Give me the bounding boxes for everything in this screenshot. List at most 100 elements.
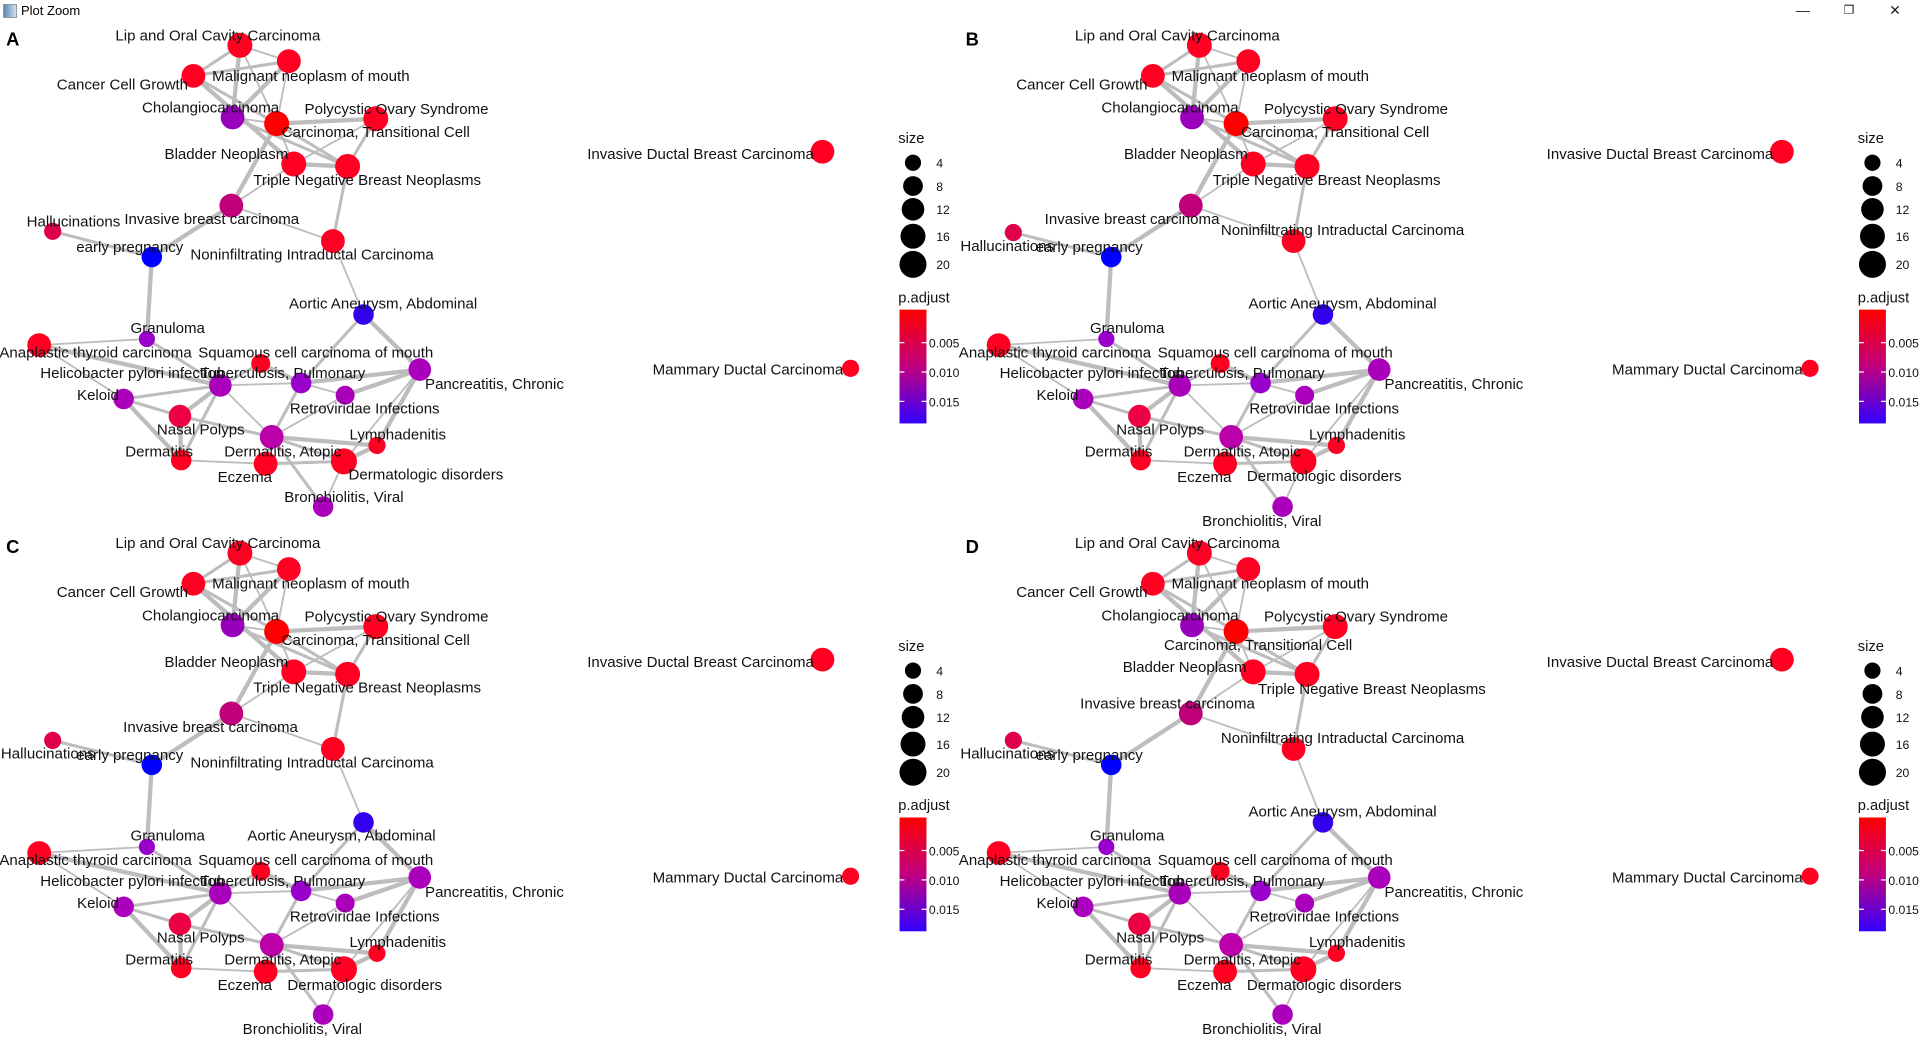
- node-label: Noninfiltrating Intraductal Carcinoma: [190, 246, 434, 263]
- edge: [1140, 967, 1226, 973]
- node: [259, 932, 284, 957]
- edge: [144, 256, 154, 340]
- node: [1250, 372, 1271, 394]
- node-label: Polycystic Ovary Syndrome: [1264, 101, 1448, 118]
- color-bar: [899, 817, 927, 932]
- node-label: Aortic Aneurysm, Abdominal: [1248, 295, 1436, 312]
- edge: [192, 582, 278, 633]
- edge: [52, 229, 153, 259]
- node: [181, 63, 206, 88]
- edge: [1081, 905, 1143, 970]
- node: [330, 956, 357, 983]
- edge: [179, 414, 273, 439]
- edge: [293, 117, 377, 165]
- node-label: Anaplastic thyroid carcinoma: [959, 344, 1152, 361]
- node: [335, 385, 355, 405]
- edge: [1302, 369, 1380, 462]
- size-legend-label: 8: [1896, 688, 1903, 702]
- size-legend-dot: [1862, 683, 1883, 704]
- panel-letter: C: [6, 536, 19, 557]
- node-label: Lymphadenitis: [350, 426, 446, 443]
- node: [986, 841, 1011, 865]
- panel-b: B Lip and Oral Cavity Carcinoma Malignant …: [959, 27, 1919, 530]
- edge: [1321, 820, 1381, 879]
- edge: [344, 367, 421, 398]
- node: [810, 139, 835, 164]
- node: [363, 614, 389, 640]
- node: [1322, 106, 1348, 132]
- panel-a: A Lip and Oral Cavity Carcinoma Malignant …: [0, 27, 960, 517]
- node: [312, 496, 334, 517]
- node-label: Polycystic Ovary Syndrome: [305, 101, 489, 118]
- node: [1128, 912, 1151, 936]
- node-label: Nasal Polyps: [157, 421, 245, 438]
- node: [170, 449, 192, 471]
- node-label: Dermatologic disorders: [287, 977, 442, 994]
- node: [1168, 882, 1192, 905]
- node-label: Aortic Aneurysm, Abdominal: [247, 828, 435, 845]
- panel-d: D Lip and Oral Cavity Carcinoma Malignant …: [959, 535, 1919, 1038]
- node-label: Cholangiocarcinoma: [1101, 607, 1239, 624]
- edge: [331, 674, 350, 750]
- edge: [343, 369, 421, 462]
- node: [368, 436, 386, 455]
- size-legend-dot: [1861, 197, 1884, 221]
- node-label: Invasive breast carcinoma: [1080, 696, 1255, 713]
- edge: [231, 567, 291, 627]
- node: [253, 959, 278, 984]
- node: [1130, 449, 1151, 471]
- edge: [144, 764, 154, 847]
- node: [330, 448, 357, 475]
- size-legend-label: 16: [1896, 230, 1910, 244]
- edge: [1235, 624, 1336, 634]
- node-label: Dermatitis: [125, 443, 193, 460]
- node-label: Dermatitis: [1085, 443, 1153, 460]
- node: [1213, 959, 1237, 984]
- node-label: Lip and Oral Cavity Carcinoma: [1075, 27, 1281, 44]
- node-label: Noninfiltrating Intraductal Carcinoma: [190, 754, 434, 771]
- node-label: Dermatologic disorders: [1247, 468, 1402, 485]
- edge: [52, 738, 153, 767]
- node: [1801, 867, 1819, 885]
- node: [220, 105, 245, 130]
- edges: [38, 44, 422, 508]
- size-legend-title: size: [1858, 131, 1884, 147]
- node: [264, 111, 290, 137]
- node: [1367, 866, 1391, 889]
- node-label: Hallucinations: [27, 213, 121, 230]
- node-label: Dermatitis, Atopic: [224, 443, 342, 460]
- node-label: Eczema: [1177, 977, 1232, 994]
- node-label: Nasal Polyps: [1116, 421, 1204, 438]
- size-legend-label: 12: [936, 711, 950, 725]
- node-label: Cancer Cell Growth: [1016, 76, 1147, 93]
- node: [1004, 731, 1022, 749]
- edge: [265, 459, 344, 466]
- edge: [270, 943, 325, 1016]
- edge: [150, 203, 233, 259]
- node: [335, 153, 361, 179]
- node: [1281, 229, 1306, 254]
- edge: [1334, 368, 1382, 447]
- node: [1072, 388, 1094, 410]
- close-button[interactable]: ✕: [1889, 2, 1901, 18]
- node-label: Cholangiocarcinoma: [142, 100, 280, 117]
- maximize-button[interactable]: ❐: [1843, 3, 1855, 17]
- edge: [39, 845, 147, 854]
- edge: [276, 624, 376, 634]
- node-label: Hallucinations: [960, 238, 1054, 255]
- node-label: Cholangiocarcinoma: [1101, 100, 1239, 117]
- size-legend-dot: [901, 705, 925, 729]
- node-label: Polycystic Ovary Syndrome: [1264, 609, 1448, 626]
- minimize-button[interactable]: —: [1796, 2, 1810, 18]
- edge: [276, 116, 376, 126]
- node: [1223, 618, 1249, 644]
- node: [1281, 737, 1306, 761]
- node-label: Squamous cell carcinoma of mouth: [1158, 852, 1393, 869]
- edge: [231, 59, 291, 119]
- edge: [300, 367, 421, 386]
- size-legend-label: 16: [936, 738, 950, 752]
- edge: [181, 459, 266, 465]
- node: [408, 866, 432, 889]
- edge: [1110, 711, 1192, 767]
- node: [1210, 861, 1230, 881]
